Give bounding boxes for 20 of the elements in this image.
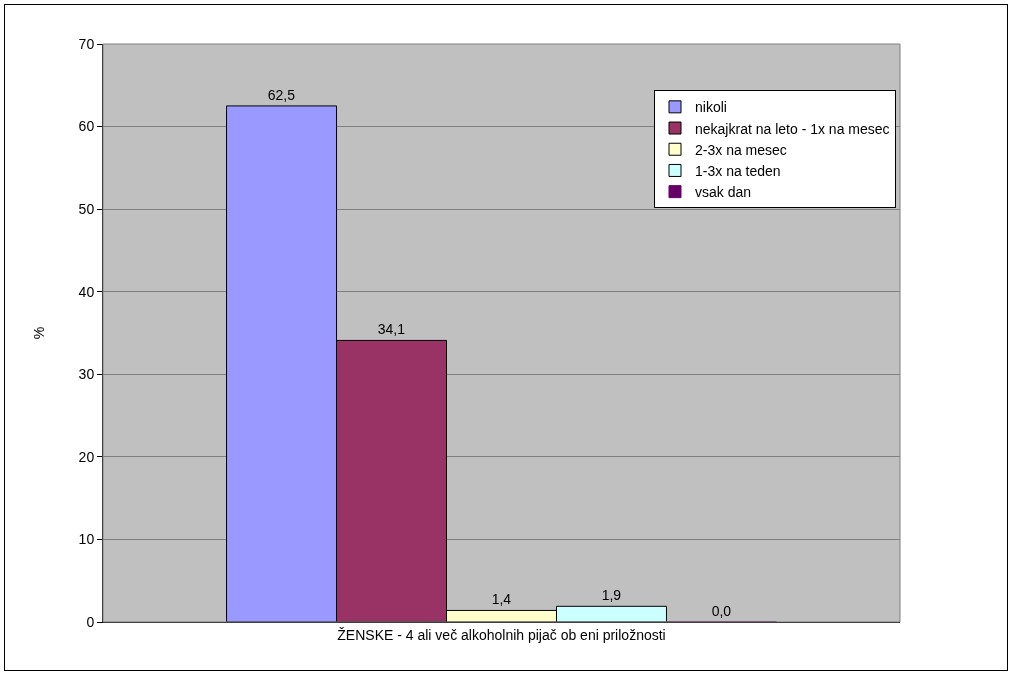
y-tick-label: 20 (78, 448, 95, 465)
data-label: 34,1 (377, 321, 406, 338)
y-tick-label: 30 (78, 366, 95, 383)
x-tick-label: ŽENSKE - 4 ali več alkoholnih pijač ob eni priložnosti (337, 626, 666, 643)
data-label: 1,4 (491, 591, 512, 608)
legend-label: nekajkrat na leto - 1x na mesec (695, 120, 890, 137)
y-tick-label: 50 (78, 201, 95, 218)
y-axis-title: % (31, 326, 48, 340)
y-tick-label: 60 (78, 118, 95, 135)
y-tick-label: 70 (78, 35, 95, 52)
data-label: 62,5 (267, 86, 296, 103)
legend-label: 2-3x na mesec (695, 141, 787, 158)
y-tick-label: 40 (78, 283, 95, 300)
y-tick-label: 0 (86, 613, 95, 630)
legend-label: vsak dan (695, 184, 752, 201)
data-label: 0,0 (711, 603, 732, 619)
legend-label: nikoli (695, 99, 727, 116)
data-label: 1,9 (601, 587, 622, 604)
legend-label: 1-3x na teden (695, 162, 781, 179)
y-tick-label: 10 (78, 531, 95, 548)
